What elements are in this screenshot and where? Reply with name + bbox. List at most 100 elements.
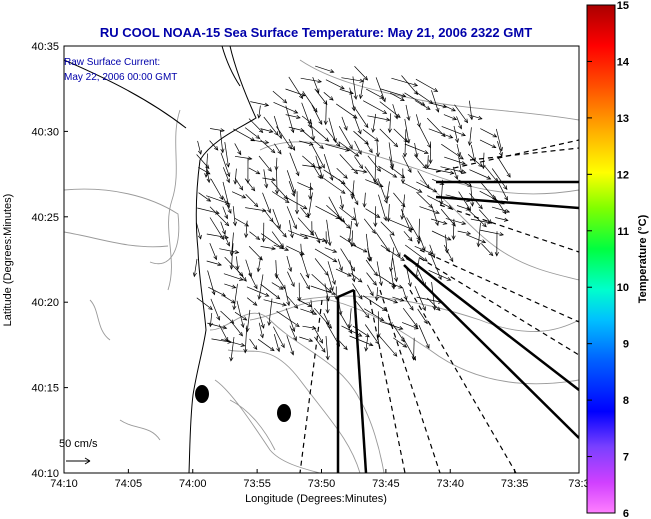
current-vector (453, 125, 459, 144)
current-vector (220, 310, 235, 324)
current-vector (286, 255, 293, 273)
current-vector (352, 76, 358, 100)
current-vector (353, 105, 369, 129)
x-axis-ticks: 74:10 74:05 74:00 73:55 73:50 73:45 73:40 73:35… (50, 469, 590, 490)
current-vector (365, 208, 381, 218)
current-vector (219, 248, 240, 254)
current-vector (375, 232, 390, 253)
current-vector (287, 271, 295, 288)
colorbar (586, 4, 616, 514)
current-vector (367, 115, 391, 122)
current-vector (476, 222, 481, 248)
current-vector (380, 221, 395, 236)
current-vector (315, 205, 341, 219)
colorbar-ticks: 15 14 13 12 11 10 9 8 7 6 (587, 0, 630, 519)
current-annotation-title: Raw Surface Current: (64, 57, 160, 68)
current-vector (334, 286, 339, 300)
current-vector (441, 143, 464, 160)
current-vector (440, 208, 456, 227)
current-vector (250, 139, 270, 145)
current-vector (258, 322, 264, 339)
current-vector (271, 282, 284, 290)
current-vector (406, 299, 414, 311)
current-vector (234, 178, 244, 191)
current-vector (262, 177, 277, 182)
current-vector (308, 182, 313, 200)
bathymetry-contour (214, 379, 321, 473)
radar-beam-line (403, 254, 579, 391)
current-vector (325, 128, 341, 147)
current-vector (198, 192, 212, 202)
current-vector (208, 286, 227, 297)
current-vector (431, 230, 452, 241)
current-vector (263, 116, 279, 136)
current-vector (272, 326, 285, 349)
current-vector (301, 115, 313, 124)
current-vector (339, 154, 359, 175)
current-vector (393, 128, 408, 143)
current-vector (274, 157, 279, 171)
colorbar-tick-label: 9 (623, 339, 629, 351)
current-vector (271, 231, 284, 248)
current-vector (414, 100, 431, 110)
station-marker (277, 404, 291, 422)
current-vector (328, 117, 337, 143)
y-axis-label: Latitude (Degrees:Minutes) (2, 194, 14, 327)
current-vector (311, 144, 325, 169)
current-vector (220, 152, 231, 178)
current-vector (244, 178, 256, 192)
radar-beam-line (299, 299, 323, 473)
bathymetry-contour (259, 141, 579, 195)
x-tick-label: 73:55 (243, 478, 271, 490)
current-vector (260, 139, 276, 154)
current-vector (289, 325, 297, 342)
current-vector (428, 141, 433, 165)
current-vector (470, 144, 477, 163)
current-vector (350, 272, 363, 283)
current-vector (302, 130, 324, 150)
current-vector (363, 218, 377, 235)
radar-beam-line (337, 288, 355, 299)
current-vector (284, 195, 308, 210)
nj-coastline (188, 46, 257, 473)
current-vector (207, 270, 216, 296)
current-vector (272, 221, 287, 238)
current-vector (457, 230, 472, 236)
current-vector (497, 140, 503, 157)
current-vector (323, 313, 330, 326)
current-vector (274, 169, 280, 195)
current-vector (470, 218, 492, 225)
current-vector (234, 311, 248, 321)
current-vector (479, 190, 505, 205)
current-vector (380, 245, 405, 261)
plot-area (64, 46, 579, 473)
current-vector (441, 126, 466, 137)
current-vector (324, 247, 338, 253)
current-vector (249, 338, 258, 350)
current-vector (219, 130, 225, 154)
current-vector (285, 114, 301, 120)
colorbar-tick-label: 14 (617, 56, 630, 68)
current-vector (404, 244, 428, 262)
current-vector (367, 284, 374, 297)
current-annotation-time: May 22, 2006 00:00 GMT (64, 72, 177, 83)
current-vector (443, 244, 454, 263)
current-vector (341, 116, 348, 131)
current-vector (378, 334, 398, 357)
current-vector (417, 308, 428, 325)
y-tick-label: 40:25 (31, 212, 59, 224)
coastline-segment (221, 46, 241, 87)
current-vector (452, 166, 459, 180)
current-vector (491, 168, 508, 190)
current-vector (336, 337, 348, 351)
current-vector (389, 156, 394, 171)
bathymetry-contour (89, 299, 111, 341)
current-vector (325, 335, 330, 361)
current-vector (323, 100, 328, 126)
colorbar-tick-label: 6 (623, 508, 629, 519)
current-vector (480, 128, 498, 138)
colorbar-tick-label: 8 (623, 395, 629, 407)
current-vector (354, 65, 369, 81)
current-vector (402, 129, 408, 158)
current-vector (323, 153, 334, 181)
